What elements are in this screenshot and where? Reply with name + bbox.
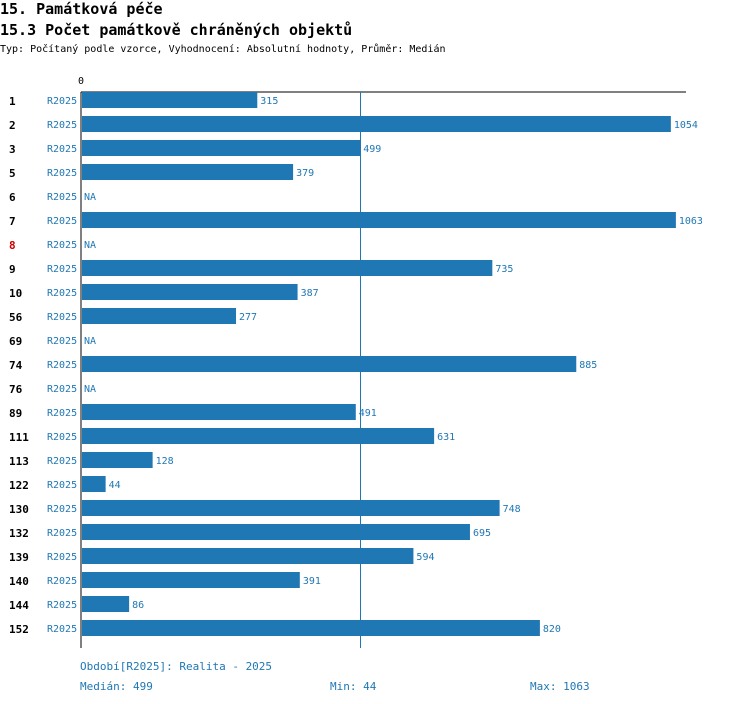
row-id-label: 140	[9, 575, 29, 588]
row-period-label: R2025	[47, 336, 77, 347]
row-period-label: R2025	[47, 120, 77, 131]
row-period-label: R2025	[47, 360, 77, 371]
row-id-label: 122	[9, 479, 29, 492]
bar-value-label: 1054	[674, 120, 698, 131]
period-note: Období[R2025]: Realita - 2025	[80, 660, 273, 673]
page-title: 15. Památková péče	[0, 0, 163, 18]
median-stat: Medián: 499	[80, 680, 153, 693]
row-period-label: R2025	[47, 480, 77, 491]
bar-value-label: 315	[260, 96, 278, 107]
bar	[82, 428, 435, 444]
row-id-label: 1	[9, 95, 16, 108]
row-period-label: R2025	[47, 504, 77, 515]
bar	[82, 164, 294, 180]
bar-value-label: 885	[579, 360, 597, 371]
row-id-label: 9	[9, 263, 16, 276]
bar	[82, 404, 356, 420]
bar-value-label: 735	[495, 264, 513, 275]
bar-value-label: 594	[416, 552, 434, 563]
row-period-label: R2025	[47, 600, 77, 611]
row-id-label: 89	[9, 407, 22, 420]
chart-title: 15.3 Počet památkově chráněných objektů	[0, 21, 353, 39]
bar-value-label: 491	[359, 408, 377, 419]
bar-value-label: NA	[84, 192, 96, 203]
bar	[82, 140, 361, 156]
row-id-label: 8	[9, 239, 16, 252]
bar	[82, 356, 577, 372]
bar-value-label: 631	[437, 432, 455, 443]
bar	[82, 260, 493, 276]
bar	[82, 284, 298, 300]
bar-value-label: 86	[132, 600, 144, 611]
row-id-label: 76	[9, 383, 23, 396]
row-period-label: R2025	[47, 576, 77, 587]
bar-value-label: 820	[543, 624, 561, 635]
row-id-label: 56	[9, 311, 23, 324]
row-period-label: R2025	[47, 192, 77, 203]
bar-value-label: 277	[239, 312, 257, 323]
bar-value-label: 695	[473, 528, 491, 539]
bar-value-label: NA	[84, 384, 96, 395]
bar-value-label: 391	[303, 576, 321, 587]
row-id-label: 111	[9, 431, 29, 444]
row-id-label: 132	[9, 527, 29, 540]
min-stat: Min: 44	[330, 680, 377, 693]
row-period-label: R2025	[47, 264, 77, 275]
bar	[82, 476, 106, 492]
row-id-label: 6	[9, 191, 16, 204]
bar	[82, 500, 500, 516]
row-id-label: 113	[9, 455, 29, 468]
max-stat: Max: 1063	[530, 680, 590, 693]
row-period-label: R2025	[47, 168, 77, 179]
bar	[82, 620, 540, 636]
bar	[82, 524, 470, 540]
row-period-label: R2025	[47, 408, 77, 419]
row-id-label: 5	[9, 167, 16, 180]
row-period-label: R2025	[47, 384, 77, 395]
x-axis-zero-label: 0	[78, 76, 84, 87]
row-id-label: 152	[9, 623, 29, 636]
bar	[82, 92, 258, 108]
row-period-label: R2025	[47, 552, 77, 563]
bar-value-label: NA	[84, 336, 96, 347]
bar	[82, 548, 414, 564]
row-period-label: R2025	[47, 456, 77, 467]
row-id-label: 144	[9, 599, 29, 612]
row-period-label: R2025	[47, 216, 77, 227]
bar-value-label: 1063	[679, 216, 703, 227]
row-period-label: R2025	[47, 240, 77, 251]
row-period-label: R2025	[47, 624, 77, 635]
row-id-label: 10	[9, 287, 22, 300]
bar	[82, 212, 676, 228]
bar-value-label: 748	[503, 504, 521, 515]
row-id-label: 139	[9, 551, 29, 564]
bar-value-label: 379	[296, 168, 314, 179]
bar	[82, 572, 300, 588]
bar	[82, 596, 130, 612]
bar	[82, 116, 671, 132]
bar-value-label: 128	[156, 456, 174, 467]
bar-value-label: NA	[84, 240, 96, 251]
row-period-label: R2025	[47, 144, 77, 155]
bar-value-label: 44	[109, 480, 121, 491]
bar-value-label: 499	[363, 144, 381, 155]
row-period-label: R2025	[47, 96, 77, 107]
bar	[82, 308, 237, 324]
row-id-label: 3	[9, 143, 16, 156]
row-id-label: 130	[9, 503, 29, 516]
row-id-label: 74	[9, 359, 23, 372]
row-period-label: R2025	[47, 288, 77, 299]
chart-description: Typ: Počítaný podle vzorce, Vyhodnocení:…	[0, 44, 446, 55]
row-id-label: 7	[9, 215, 16, 228]
row-id-label: 69	[9, 335, 22, 348]
row-period-label: R2025	[47, 312, 77, 323]
bar	[82, 452, 153, 468]
row-period-label: R2025	[47, 528, 77, 539]
bar-value-label: 387	[301, 288, 319, 299]
row-period-label: R2025	[47, 432, 77, 443]
row-id-label: 2	[9, 119, 16, 132]
